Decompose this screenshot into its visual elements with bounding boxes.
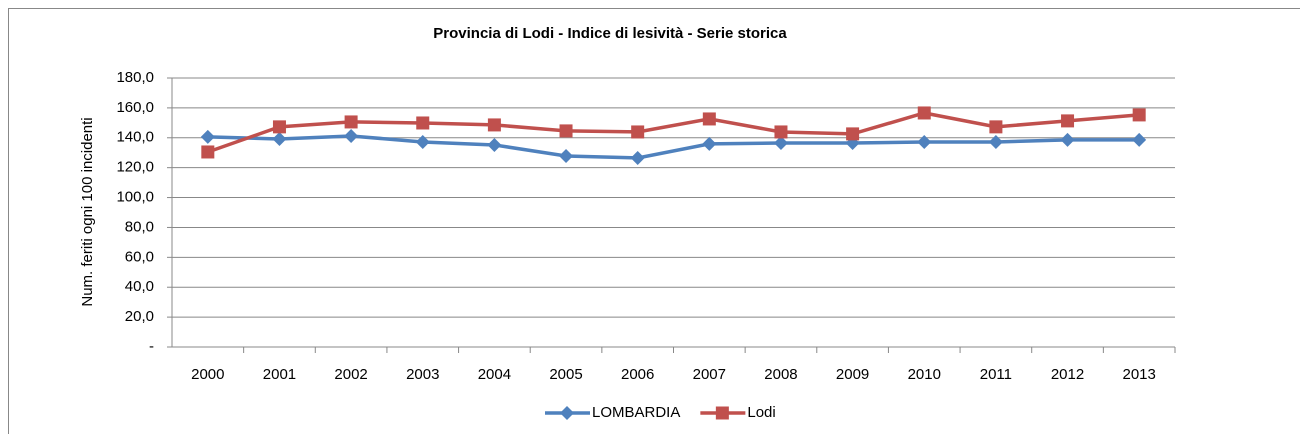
x-tick-label: 2003 [406, 366, 439, 383]
data-point [846, 127, 859, 140]
data-point [416, 116, 429, 129]
x-tick-label: 2008 [764, 366, 797, 383]
x-tick-label: 2009 [836, 366, 869, 383]
x-tick-label: 2007 [693, 366, 726, 383]
legend-label: LOMBARDIA [592, 404, 680, 421]
y-tick-label: 100,0 [116, 189, 154, 206]
y-tick-label: 60,0 [125, 248, 154, 265]
x-tick-label: 2011 [980, 366, 1012, 383]
data-point [1133, 108, 1146, 121]
data-point [201, 145, 214, 158]
legend-label: Lodi [747, 404, 775, 421]
y-tick-label: 160,0 [116, 99, 154, 116]
y-tick-label: 20,0 [125, 308, 154, 325]
x-tick-label: 2000 [191, 366, 224, 383]
data-point [989, 120, 1002, 133]
x-tick-label: 2012 [1051, 366, 1084, 383]
y-tick-label: 80,0 [125, 218, 154, 235]
y-tick-label: 140,0 [116, 129, 154, 146]
y-tick-label: 120,0 [116, 159, 154, 176]
data-point [774, 125, 787, 138]
x-tick-label: 2005 [549, 366, 582, 383]
data-point [345, 115, 358, 128]
x-tick-label: 2006 [621, 366, 654, 383]
chart-title: Provincia di Lodi - Indice di lesività -… [433, 25, 787, 42]
legend-marker [716, 407, 729, 420]
data-point [488, 118, 501, 131]
x-tick-label: 2010 [908, 366, 941, 383]
x-tick-label: 2004 [478, 366, 511, 383]
data-point [918, 106, 931, 119]
x-tick-label: 2002 [334, 366, 367, 383]
y-tick-label: - [149, 338, 154, 355]
data-point [273, 120, 286, 133]
x-tick-label: 2013 [1122, 366, 1155, 383]
y-axis-label: Num. feriti ogni 100 incidenti [79, 117, 96, 306]
x-tick-label: 2001 [263, 366, 296, 383]
data-point [560, 124, 573, 137]
y-tick-label: 40,0 [125, 278, 154, 295]
data-point [1061, 114, 1074, 127]
y-tick-label: 180,0 [116, 69, 154, 86]
data-point [631, 125, 644, 138]
data-point [703, 112, 716, 125]
